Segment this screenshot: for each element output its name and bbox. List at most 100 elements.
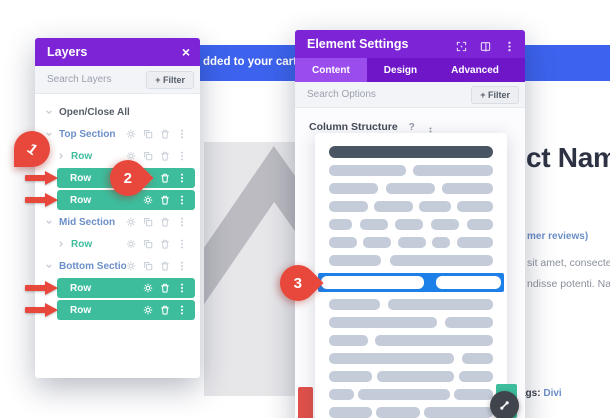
layer-item-row[interactable]: Row [35, 146, 195, 166]
gear-icon[interactable] [143, 283, 153, 293]
skeleton-bar [329, 353, 454, 364]
skeleton-bar [373, 201, 414, 212]
dots-icon[interactable] [177, 217, 187, 227]
chevron-down-icon[interactable] [45, 130, 53, 138]
layer-item-label: Row [70, 172, 92, 184]
skeleton-row [329, 407, 493, 418]
skeleton-bar [388, 299, 493, 310]
skeleton-row [329, 165, 493, 176]
selected-row-highlight[interactable] [318, 273, 504, 292]
settings-panel-title: Element Settings [307, 37, 409, 51]
annotation-arrow [25, 303, 59, 317]
skeleton-row [329, 335, 493, 346]
copy-icon[interactable] [143, 151, 153, 161]
layer-item-row-selected[interactable]: Row [57, 278, 195, 298]
copy-icon[interactable] [143, 239, 153, 249]
skeleton-bar [456, 237, 493, 248]
column-structure-preview [315, 133, 507, 418]
step-badge-3-number: 3 [293, 274, 303, 292]
discard-button[interactable] [298, 387, 313, 418]
close-icon[interactable]: × [181, 44, 190, 60]
layer-item-open-close-all[interactable]: Open/Close All [35, 102, 195, 122]
trash-icon[interactable] [160, 173, 170, 183]
chevron-down-icon[interactable] [45, 262, 53, 270]
dots-icon[interactable] [177, 305, 187, 315]
skeleton-bar [445, 317, 493, 328]
dots-icon[interactable] [177, 261, 187, 271]
skeleton-bar [359, 219, 388, 230]
layer-item-bottom-section[interactable]: Bottom Section [35, 256, 195, 276]
skeleton-row [329, 219, 493, 230]
gear-icon[interactable] [143, 305, 153, 315]
more-icon[interactable] [504, 39, 515, 51]
layers-search-row: + Filter [35, 66, 200, 94]
skeleton-bar [374, 335, 493, 346]
layer-item-actions [126, 261, 195, 271]
dots-icon[interactable] [177, 173, 187, 183]
trash-icon[interactable] [160, 151, 170, 161]
settings-panel-header[interactable]: Element Settings [295, 30, 525, 58]
trash-icon[interactable] [160, 283, 170, 293]
layer-item-actions [126, 129, 195, 139]
gear-icon[interactable] [126, 239, 136, 249]
tab-design[interactable]: Design [383, 64, 418, 76]
gear-icon[interactable] [126, 217, 136, 227]
chevron-right-icon[interactable] [57, 152, 65, 160]
help-icon[interactable]: ? [408, 121, 415, 133]
layer-item-row-selected[interactable]: Row [57, 190, 195, 210]
layer-item-actions [143, 195, 195, 205]
gear-icon[interactable] [143, 195, 153, 205]
annotation-arrow [25, 281, 59, 295]
skeleton-bar [453, 389, 493, 400]
trash-icon[interactable] [160, 239, 170, 249]
column-field [436, 276, 501, 289]
layers-search-input[interactable] [47, 74, 147, 85]
more-icon[interactable] [426, 123, 435, 135]
layers-panel-header[interactable]: Layers × [35, 38, 200, 66]
trash-icon[interactable] [160, 195, 170, 205]
product-reviews-link[interactable]: mer reviews) [527, 231, 589, 242]
skeleton-bar [329, 201, 369, 212]
skeleton-bar [329, 255, 382, 266]
gear-icon[interactable] [126, 261, 136, 271]
trash-icon[interactable] [160, 305, 170, 315]
tag-link-divi[interactable]: Divi [543, 388, 562, 399]
layer-item-row-selected[interactable]: Row [57, 300, 195, 320]
layer-item-label: Mid Section [59, 216, 116, 228]
layer-item-mid-section[interactable]: Mid Section [35, 212, 195, 232]
trash-icon[interactable] [160, 261, 170, 271]
dots-icon[interactable] [177, 151, 187, 161]
gear-icon[interactable] [126, 129, 136, 139]
layer-item-label: Open/Close All [59, 106, 130, 118]
layers-filter-button[interactable]: + Filter [146, 70, 194, 89]
skeleton-bar [329, 183, 379, 194]
split-panel-icon[interactable] [480, 39, 491, 52]
copy-icon[interactable] [143, 261, 153, 271]
trash-icon[interactable] [160, 129, 170, 139]
expand-icon[interactable] [456, 39, 467, 51]
layer-item-row[interactable]: Row [35, 234, 195, 254]
settings-search-input[interactable] [307, 89, 472, 100]
settings-filter-button[interactable]: + Filter [471, 85, 519, 104]
trash-icon[interactable] [160, 217, 170, 227]
chevron-right-icon[interactable] [57, 240, 65, 248]
chevron-down-icon[interactable] [45, 218, 53, 226]
dots-icon[interactable] [177, 129, 187, 139]
drag-handle-button[interactable] [490, 391, 519, 418]
skeleton-bar [329, 317, 438, 328]
layer-item-actions [126, 239, 195, 249]
layer-item-actions [126, 151, 195, 161]
copy-icon[interactable] [143, 129, 153, 139]
layer-item-top-section[interactable]: Top Section [35, 124, 195, 144]
layers-panel: Layers × + Filter Open/Close All Top Sect… [35, 38, 200, 378]
dots-icon[interactable] [177, 283, 187, 293]
tab-content[interactable]: Content [295, 58, 367, 82]
layer-item-label: Row [70, 282, 92, 294]
settings-tabs: Content Design Advanced [295, 58, 525, 82]
dots-icon[interactable] [177, 195, 187, 205]
copy-icon[interactable] [143, 217, 153, 227]
tab-advanced[interactable]: Advanced [451, 64, 499, 76]
skeleton-bar [363, 237, 392, 248]
chevron-down-icon[interactable] [45, 108, 53, 116]
dots-icon[interactable] [177, 239, 187, 249]
